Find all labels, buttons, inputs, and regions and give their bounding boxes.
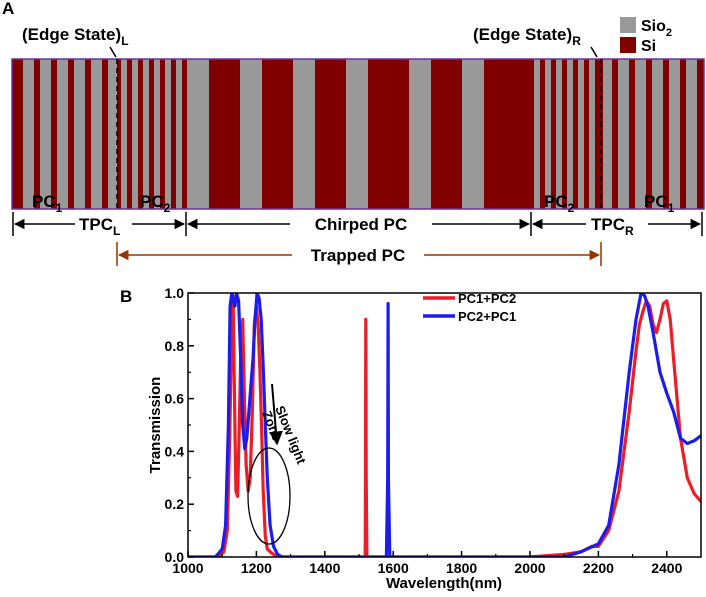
sio2-layer bbox=[652, 59, 663, 209]
arrow-label-chirped: Chirped PC bbox=[315, 215, 408, 234]
edge-state-left-pointer bbox=[109, 46, 117, 58]
slow-light-arrow bbox=[268, 383, 283, 446]
sio2-layer bbox=[293, 59, 315, 209]
sio2-layer bbox=[589, 59, 595, 209]
sio2-layer bbox=[108, 59, 117, 209]
sio2-layer bbox=[154, 59, 160, 209]
dimension-arrows bbox=[12, 212, 703, 236]
legend-swatch-si bbox=[620, 37, 636, 53]
y-tick-label: 0.0 bbox=[165, 549, 185, 565]
sio2-layer bbox=[556, 59, 562, 209]
sio2-layer bbox=[669, 59, 680, 209]
arrow-label-trapped: Trapped PC bbox=[311, 246, 405, 265]
panel-b-label: B bbox=[120, 287, 132, 306]
legend-label-pc2-pc1: PC2+PC1 bbox=[458, 309, 516, 324]
edge-state-left-label: (Edge State)L bbox=[22, 25, 129, 48]
sio2-layer bbox=[165, 59, 171, 209]
y-tick-label: 0.6 bbox=[165, 391, 185, 407]
sio2-layer bbox=[176, 59, 182, 209]
region-pc2-right: PC2 bbox=[544, 192, 575, 215]
x-tick-label: 1000 bbox=[172, 560, 203, 576]
sio2-layer bbox=[91, 59, 102, 209]
panel-a-label: A bbox=[2, 0, 14, 18]
trapped-pc-arrow bbox=[116, 242, 602, 266]
arrow-label-tpc-right: TPCR bbox=[591, 215, 634, 238]
region-pc2-left: PC2 bbox=[140, 192, 171, 215]
sio2-layer bbox=[121, 59, 127, 209]
legend-label-si: Si bbox=[641, 38, 656, 55]
x-tick-label: 2400 bbox=[651, 560, 682, 576]
transmission-plot: 1000 1200 1400 1600 1800 2000 2200 2400 0.0 0.2 0.… bbox=[165, 285, 702, 576]
sio2-layer bbox=[143, 59, 149, 209]
y-tick-label: 0.2 bbox=[165, 496, 185, 512]
sio2-layer bbox=[578, 59, 584, 209]
sio2-layer bbox=[603, 59, 612, 209]
sio2-layer bbox=[187, 59, 209, 209]
arrow-label-tpc-left: TPCL bbox=[79, 215, 120, 238]
slow-light-ellipse bbox=[247, 447, 291, 545]
region-pc1-left: PC1 bbox=[32, 192, 63, 215]
y-tick-label: 1.0 bbox=[165, 285, 185, 301]
x-tick-label: 1600 bbox=[378, 560, 409, 576]
x-tick-label: 2000 bbox=[514, 560, 545, 576]
legend-label-pc1-pc2: PC1+PC2 bbox=[458, 291, 516, 306]
sio2-layer bbox=[409, 59, 431, 209]
sio2-layer bbox=[567, 59, 573, 209]
x-tick-label: 2200 bbox=[583, 560, 614, 576]
stack-border bbox=[11, 58, 705, 210]
edge-state-right-pointer bbox=[590, 46, 598, 58]
sio2-layer bbox=[40, 59, 51, 209]
legend-label-sio2: Sio2 bbox=[641, 18, 672, 39]
x-tick-label: 1200 bbox=[241, 560, 272, 576]
sio2-layer bbox=[346, 59, 368, 209]
legend-swatch-sio2 bbox=[620, 17, 636, 33]
sio2-layer bbox=[462, 59, 484, 209]
sio2-layer bbox=[534, 59, 540, 209]
multilayer-stack bbox=[12, 59, 704, 209]
x-tick-label: 1800 bbox=[446, 560, 477, 576]
sio2-layer bbox=[57, 59, 68, 209]
sio2-layer bbox=[23, 59, 34, 209]
sio2-layer bbox=[545, 59, 551, 209]
sio2-layer bbox=[635, 59, 646, 209]
edge-state-right-label: (Edge State)R bbox=[473, 25, 581, 48]
sio2-layer bbox=[74, 59, 85, 209]
sio2-layer bbox=[132, 59, 138, 209]
y-tick-label: 0.8 bbox=[165, 338, 185, 354]
sio2-layer bbox=[240, 59, 262, 209]
y-axis-label: Transmission bbox=[147, 377, 164, 474]
region-pc1-right: PC1 bbox=[644, 192, 675, 215]
y-tick-label: 0.4 bbox=[165, 443, 185, 459]
x-tick-label: 1400 bbox=[309, 560, 340, 576]
x-axis-label: Wavelength(nm) bbox=[386, 575, 502, 592]
series-line-pc2-pc1 bbox=[188, 293, 701, 557]
sio2-layer bbox=[686, 59, 697, 209]
sio2-layer bbox=[618, 59, 629, 209]
